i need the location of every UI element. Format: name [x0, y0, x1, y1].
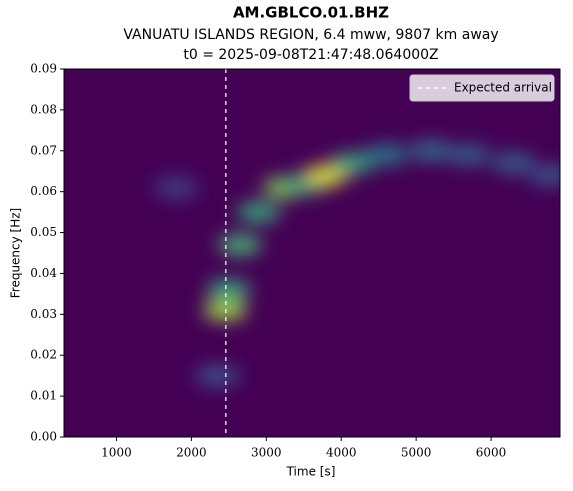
- energy-blob: [529, 165, 560, 186]
- energy-blob: [364, 144, 409, 165]
- overlay: Expected arrival: [225, 69, 555, 437]
- x-tick-label: 4000: [326, 446, 357, 460]
- energy-blob: [330, 153, 375, 174]
- energy-blob: [409, 140, 454, 161]
- y-tick-label: 0.00: [30, 430, 57, 444]
- y-tick-label: 0.05: [30, 225, 57, 239]
- energy-blob: [446, 144, 491, 165]
- energy-blob: [203, 300, 248, 321]
- y-axis-label: Frequency [Hz]: [9, 208, 23, 299]
- energy-blob: [304, 165, 349, 186]
- energy-blob: [206, 279, 251, 300]
- y-tick-label: 0.04: [30, 266, 57, 280]
- legend-box: [409, 74, 555, 102]
- chart-title: AM.GBLCO.01.BHZ: [233, 4, 389, 22]
- y-tick-label: 0.06: [30, 184, 57, 198]
- energy-blob: [491, 153, 536, 174]
- y-tick-label: 0.01: [30, 389, 57, 403]
- heatmap: [154, 140, 560, 386]
- legend-label: Expected arrival: [454, 81, 552, 95]
- energy-blob: [154, 177, 199, 198]
- plot-background: [64, 69, 560, 437]
- energy-blob: [218, 234, 263, 255]
- chart-subtitle: VANUATU ISLANDS REGION, 6.4 mww, 9807 km…: [123, 27, 498, 43]
- x-tick-label: 5000: [401, 446, 432, 460]
- energy-blob: [195, 365, 240, 386]
- y-tick-label: 0.09: [30, 62, 57, 76]
- chart-subtitle: t0 = 2025-09-08T21:47:48.064000Z: [183, 47, 438, 63]
- y-tick-label: 0.07: [30, 143, 57, 157]
- plot-frame: [63, 68, 561, 438]
- x-tick-label: 3000: [251, 446, 282, 460]
- y-tick-label: 0.02: [30, 348, 57, 362]
- y-tick-label: 0.03: [30, 307, 57, 321]
- x-tick-label: 6000: [476, 446, 507, 460]
- x-axis-label: Time [s]: [286, 465, 336, 479]
- x-tick-label: 2000: [176, 446, 207, 460]
- x-tick-label: 1000: [101, 446, 132, 460]
- y-tick-label: 0.08: [30, 102, 57, 116]
- energy-blob: [236, 202, 281, 223]
